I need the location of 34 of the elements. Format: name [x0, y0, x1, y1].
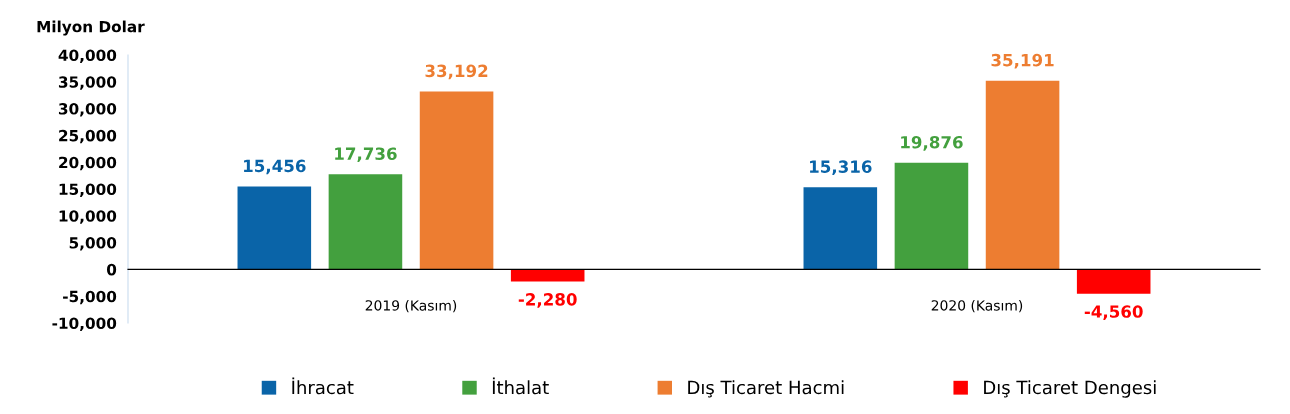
y-tick-label: 35,000 [58, 76, 117, 90]
bar [1076, 269, 1151, 294]
legend-label: Dış Ticaret Hacmi [688, 380, 844, 398]
data-label: 19,876 [901, 135, 963, 151]
bar [237, 186, 312, 270]
bar [328, 174, 403, 270]
y-tick-label: 5,000 [69, 237, 117, 251]
y-tick-label: 10,000 [59, 210, 117, 224]
y-tick-label: 30,000 [58, 103, 117, 117]
x-tick-label: 2020 (Kasım) [931, 299, 1023, 313]
y-tick-label: -5,000 [63, 290, 117, 305]
y-tick-label: 15,000 [59, 183, 117, 197]
data-label: 17,736 [335, 147, 397, 163]
y-axis-title: Milyon Dolar [37, 20, 145, 36]
bar [985, 80, 1060, 270]
y-tick-label: 25,000 [59, 129, 117, 144]
data-label: -4,560 [1084, 305, 1143, 320]
y-tick-label: 0 [106, 263, 117, 276]
legend-label: İhracat [292, 377, 354, 395]
y-tick-label: 20,000 [59, 156, 117, 171]
data-label: 15,456 [244, 159, 306, 175]
data-label: 15,316 [810, 160, 872, 176]
legend-label: Dış Ticaret Dengesi [984, 380, 1156, 398]
legend-label: İthalat [492, 377, 549, 395]
x-tick-label: 2019 (Kasım) [365, 299, 457, 313]
y-tick-label: 40,000 [58, 49, 117, 63]
bar [894, 162, 969, 270]
y-tick-label: -10,000 [52, 317, 117, 331]
data-label: 33,192 [425, 64, 488, 80]
bar [803, 187, 878, 270]
bar [419, 91, 494, 270]
data-label: -2,280 [518, 293, 577, 308]
bar [510, 269, 585, 282]
data-label: 35,191 [991, 53, 1054, 69]
